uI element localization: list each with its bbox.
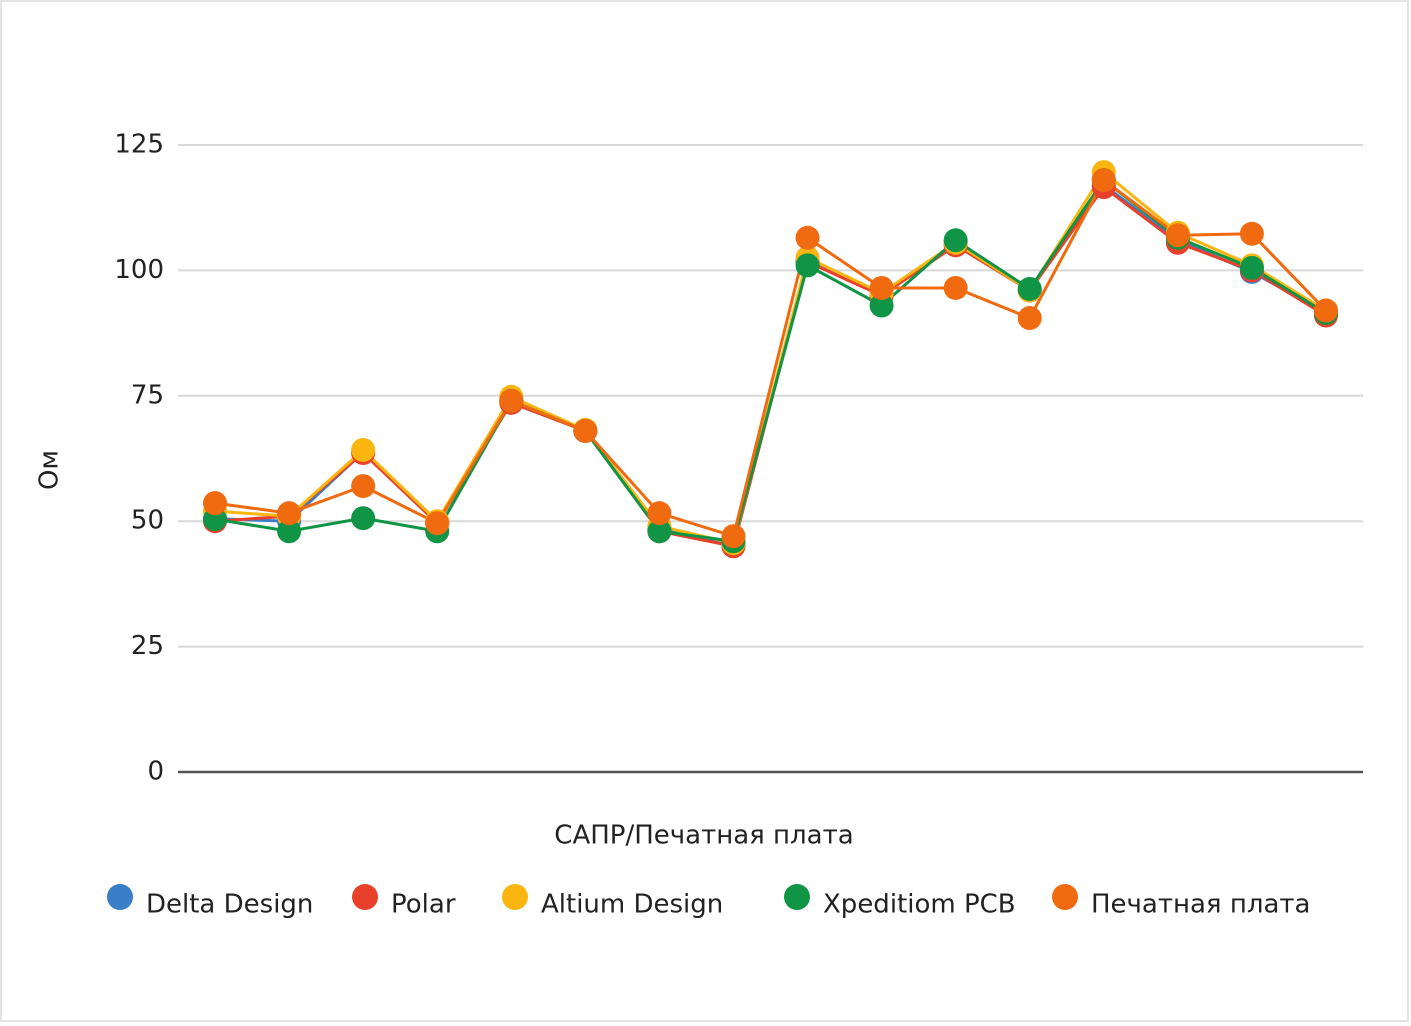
data-point <box>351 506 376 531</box>
data-point <box>1239 255 1264 280</box>
legend-marker <box>1052 884 1078 910</box>
data-point <box>277 519 302 544</box>
legend-marker <box>107 884 133 910</box>
data-point <box>499 388 524 413</box>
y-axis-label: Ом <box>35 450 65 490</box>
series-line <box>214 177 1328 539</box>
y-tick-label: 100 <box>114 255 164 285</box>
data-point <box>943 228 968 253</box>
legend-label: Altium Design <box>541 890 723 920</box>
y-tick-label: 50 <box>131 506 164 536</box>
y-tick-label: 0 <box>147 757 164 787</box>
legend-label: Xpeditiom PCB <box>823 890 1016 920</box>
data-point <box>795 225 820 250</box>
y-tick-label: 75 <box>131 380 164 410</box>
data-point <box>1313 298 1338 323</box>
data-point <box>943 275 968 300</box>
legend-marker <box>784 884 810 910</box>
data-point <box>425 511 450 536</box>
legend-label: Печатная плата <box>1091 890 1310 920</box>
data-point <box>351 474 376 499</box>
data-point <box>203 491 228 516</box>
data-point <box>795 253 820 278</box>
legend-label: Delta Design <box>146 890 313 920</box>
data-point <box>647 501 672 526</box>
legend-label: Polar <box>391 890 456 920</box>
data-point <box>1017 306 1042 331</box>
data-point <box>1239 221 1264 246</box>
data-point <box>351 437 376 462</box>
legend-marker <box>502 884 528 910</box>
data-point <box>573 418 598 443</box>
legend-marker <box>352 884 378 910</box>
data-point <box>721 524 746 549</box>
data-point <box>869 293 894 318</box>
y-tick-label: 125 <box>114 130 164 160</box>
data-point <box>1091 168 1116 193</box>
x-axis-label: САПР/Печатная плата <box>554 821 853 851</box>
data-point <box>647 519 672 544</box>
data-point <box>1165 223 1190 248</box>
y-tick-label: 25 <box>131 631 164 661</box>
data-point <box>869 275 894 300</box>
data-point <box>1017 276 1042 301</box>
data-point <box>277 501 302 526</box>
